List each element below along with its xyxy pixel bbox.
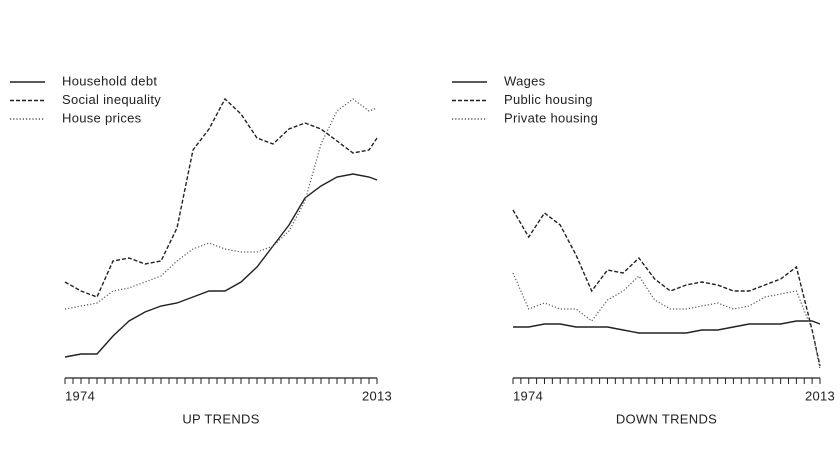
x-tick-label: 2013 [362,388,392,403]
panel-title: UP TRENDS [182,411,259,426]
series-line [64,98,378,310]
series-line [513,320,821,334]
series-line [64,173,378,358]
series-line [512,272,821,370]
legend-label: Wages [504,73,546,88]
legend-label: Public housing [504,92,593,107]
series-line [512,209,821,367]
legend-label: Household debt [62,73,157,88]
x-tick-label: 2013 [805,388,835,403]
series-line [64,97,378,298]
legend-label: Private housing [504,110,598,125]
x-tick-label: 1974 [65,388,95,403]
panel-title: DOWN TRENDS [616,411,717,426]
legend-label: Social inequality [62,92,161,107]
legend-label: House prices [62,110,142,125]
x-tick-label: 1974 [513,388,543,403]
